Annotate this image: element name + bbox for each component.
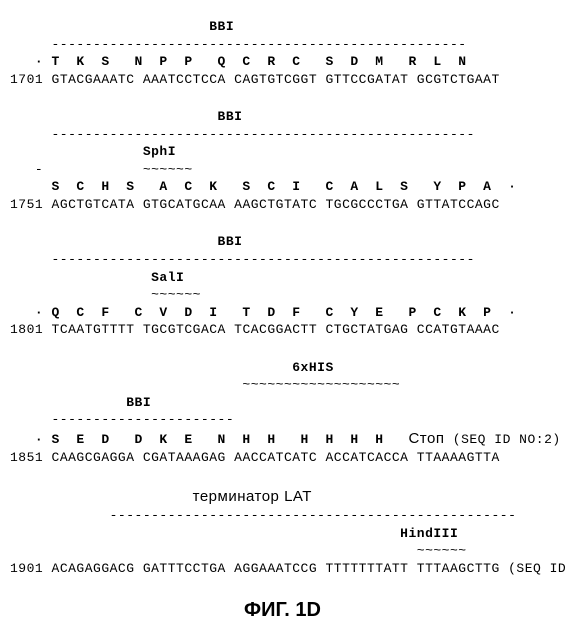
sequence-block: BBI ------------------------------------… [10, 108, 555, 213]
seq-id-note: (SEQ ID NO:1) [500, 561, 565, 576]
aa-sequence: S C H S A C K S C I C A L S Y P A · [10, 179, 516, 194]
amino-acid-line: · Q C F C V D I T D F C Y E P C K P · [10, 304, 555, 322]
annotation-indent [10, 395, 126, 410]
annotation-line: BBI [10, 108, 555, 126]
annotation-line: ---------------------- [10, 411, 555, 429]
annotation-line: BBI [10, 18, 555, 36]
dna-line: 1701 GTACGAAATC AAATCCTCCA CAGTGTCGGT GT… [10, 71, 555, 89]
dna-sequence: CAAGCGAGGA CGATAAAGAG AACCATCATC ACCATCA… [43, 450, 500, 465]
position-number: 1801 [10, 322, 43, 337]
annotation-indent [10, 234, 218, 249]
annotation-line: ~~~~~~ [10, 542, 555, 560]
dna-line: 1801 TCAATGTTTT TGCGTCGACA TCACGGACTT CT… [10, 321, 555, 339]
dna-sequence: ACAGAGGACG GATTTCCTGA AGGAAATCCG TTTTTTT… [43, 561, 500, 576]
feature-label: 6xHIS [292, 360, 334, 375]
annotation-line: ~~~~~~~~~~~~~~~~~~~ [10, 376, 555, 394]
feature-label: SalI [151, 270, 184, 285]
annotation-indent [10, 144, 143, 159]
feature-label: HindIII [400, 526, 458, 541]
amino-acid-line: S C H S A C K S C I C A L S Y P A · [10, 178, 555, 196]
sequence-block: 6xHIS ~~~~~~~~~~~~~~~~~~~ BBI ----------… [10, 359, 555, 467]
amino-acid-line: · T K S N P P Q C R C S D M R L N [10, 53, 555, 71]
annotation-line: SphI [10, 143, 555, 161]
dna-sequence: AGCTGTCATA GTGCATGCAA AAGCTGTATC TGCGCCC… [43, 197, 500, 212]
annotation-line: BBI [10, 394, 555, 412]
annotation-line: ----------------------------------------… [10, 126, 555, 144]
stop-codon-label: Стоп [408, 430, 444, 447]
annotation-line: ----------------------------------------… [10, 507, 555, 525]
dna-sequence: GTACGAAATC AAATCCTCCA CAGTGTCGGT GTTCCGA… [43, 72, 500, 87]
annotation-line: ~~~~~~ [10, 286, 555, 304]
annotation-line: SalI [10, 269, 555, 287]
annotation-indent [10, 19, 209, 34]
annotation-indent [10, 109, 218, 124]
annotation-line: терминатор LAT [10, 487, 555, 507]
feature-label: BBI [126, 395, 151, 410]
amino-acid-line: · S E D D K E N H H H H H H Стоп (SEQ ID… [10, 429, 555, 449]
feature-label: BBI [218, 109, 243, 124]
sequence-container: BBI ------------------------------------… [10, 18, 555, 577]
sequence-block: BBI ------------------------------------… [10, 18, 555, 88]
dna-line: 1851 CAAGCGAGGA CGATAAAGAG AACCATCATC AC… [10, 449, 555, 467]
seq-id-note: (SEQ ID NO:2) [444, 432, 560, 447]
annotation-line: HindIII [10, 525, 555, 543]
annotation-line: ----------------------------------------… [10, 36, 555, 54]
feature-label: BBI [218, 234, 243, 249]
aa-sequence: · T K S N P P Q C R C S D M R L N [10, 54, 467, 69]
position-number: 1901 [10, 561, 43, 576]
position-number: 1851 [10, 450, 43, 465]
annotation-indent [10, 526, 400, 541]
aa-sequence: · S E D D K E N H H H H H H [10, 432, 408, 447]
annotation-line: 6xHIS [10, 359, 555, 377]
dna-line: 1901 ACAGAGGACG GATTTCCTGA AGGAAATCCG TT… [10, 560, 555, 578]
sequence-block: терминатор LAT -------------------------… [10, 487, 555, 577]
annotation-line: ----------------------------------------… [10, 251, 555, 269]
feature-label: BBI [209, 19, 234, 34]
position-number: 1751 [10, 197, 43, 212]
annotation-line: - ~~~~~~ [10, 161, 555, 179]
sequence-block: BBI ------------------------------------… [10, 233, 555, 338]
dna-line: 1751 AGCTGTCATA GTGCATGCAA AAGCTGTATC TG… [10, 196, 555, 214]
figure-caption: ФИГ. 1D [10, 597, 555, 624]
annotation-line: BBI [10, 233, 555, 251]
dna-sequence: TCAATGTTTT TGCGTCGACA TCACGGACTT CTGCTAT… [43, 322, 500, 337]
annotation-indent [10, 490, 193, 505]
feature-label: SphI [143, 144, 176, 159]
aa-sequence: · Q C F C V D I T D F C Y E P C K P · [10, 305, 516, 320]
annotation-indent [10, 270, 151, 285]
position-number: 1701 [10, 72, 43, 87]
feature-label: терминатор LAT [193, 488, 312, 505]
annotation-indent [10, 360, 292, 375]
